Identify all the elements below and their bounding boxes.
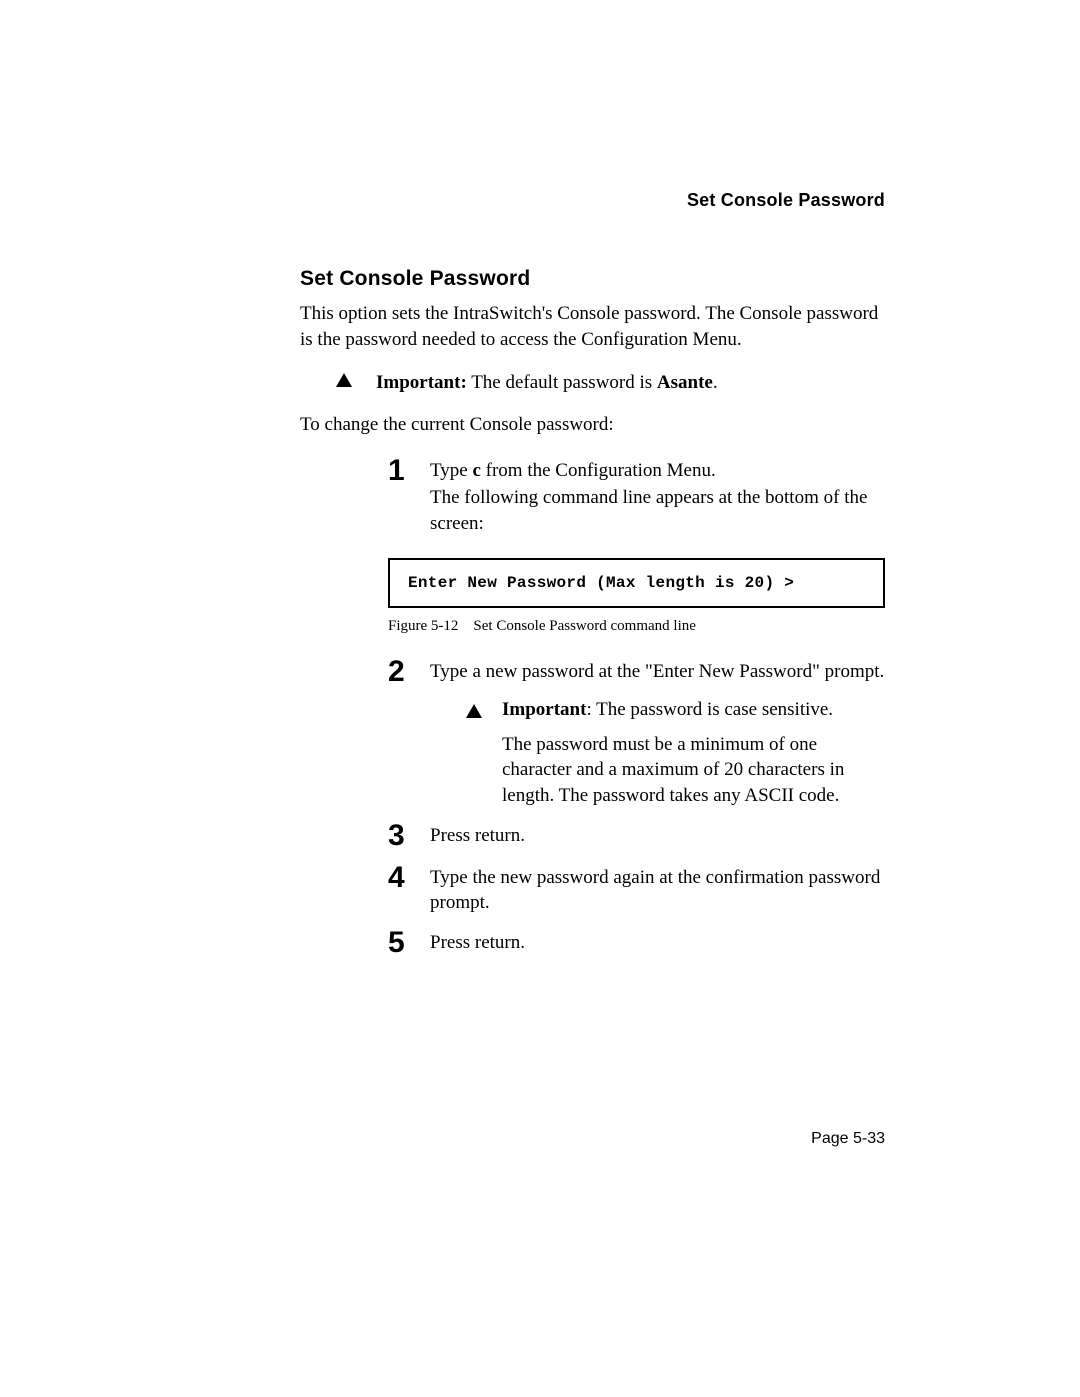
section-heading: Set Console Password <box>300 267 885 291</box>
step-body: Press return. <box>430 930 885 956</box>
figure-number: Figure 5-12 <box>388 618 458 634</box>
nested-important-text: Important: The password is case sensitiv… <box>502 697 833 723</box>
step-number: 4 <box>388 863 430 893</box>
page-number: Page 5-33 <box>811 1130 885 1148</box>
step1-line1a: Type <box>430 460 472 481</box>
step-body: Type c from the Configuration Menu. The … <box>430 458 885 537</box>
figure-text: Set Console Password command line <box>473 618 695 634</box>
console-output-box: Enter New Password (Max length is 20) > <box>388 558 885 608</box>
step-5: 5 Press return. <box>388 930 885 958</box>
document-page: Set Console Password Set Console Passwor… <box>300 190 885 972</box>
step-body: Type a new password at the "Enter New Pa… <box>430 659 885 808</box>
step-number: 1 <box>388 456 430 486</box>
intro-paragraph: This option sets the IntraSwitch's Conso… <box>300 301 885 352</box>
step1-line1c: from the Configuration Menu. <box>481 460 716 481</box>
step-2: 2 Type a new password at the "Enter New … <box>388 659 885 808</box>
nested-important: Important: The password is case sensitiv… <box>466 697 885 726</box>
important-body-a: The default password is <box>467 372 657 393</box>
step-body: Type the new password again at the confi… <box>430 865 885 916</box>
step-body: Press return. <box>430 823 885 849</box>
triangle-icon <box>466 700 494 726</box>
step-number: 2 <box>388 657 430 687</box>
important-text: Important: The default password is Asant… <box>376 370 718 396</box>
important-note: Important: The default password is Asant… <box>336 370 885 396</box>
nested-important-label: Important <box>502 699 586 720</box>
step1-line2: The following command line appears at th… <box>430 485 885 536</box>
lead-sentence: To change the current Console password: <box>300 412 885 438</box>
step-number: 5 <box>388 928 430 958</box>
important-label: Important: <box>376 372 467 393</box>
important-body-b: . <box>713 372 718 393</box>
triangle-icon <box>336 373 366 392</box>
step-4: 4 Type the new password again at the con… <box>388 865 885 916</box>
nested-paragraph: The password must be a minimum of one ch… <box>502 732 885 809</box>
step-3: 3 Press return. <box>388 823 885 851</box>
step1-key: c <box>472 460 480 481</box>
step-number: 3 <box>388 821 430 851</box>
running-header: Set Console Password <box>300 190 885 211</box>
important-emph: Asante <box>657 372 713 393</box>
nested-important-body: : The password is case sensitive. <box>586 699 833 720</box>
step-1: 1 Type c from the Configuration Menu. Th… <box>388 458 885 537</box>
figure-caption: Figure 5-12 Set Console Password command… <box>388 618 885 635</box>
step2-text: Type a new password at the "Enter New Pa… <box>430 661 884 682</box>
